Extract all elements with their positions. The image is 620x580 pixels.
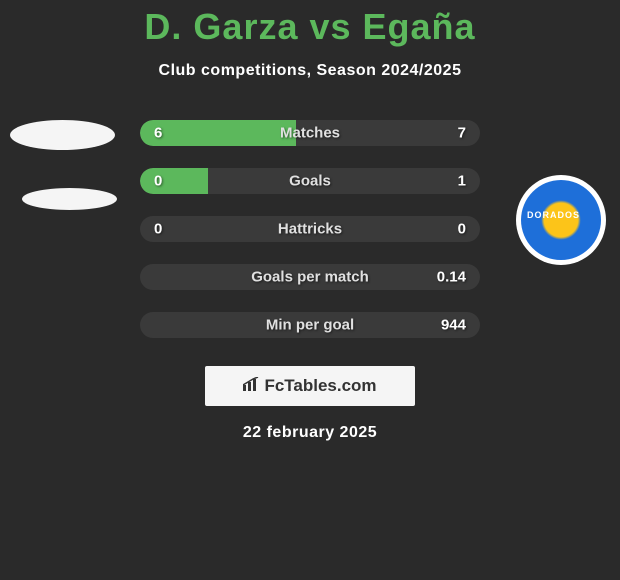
stat-right-value: 7 [458, 125, 466, 142]
stat-label: Goals [289, 173, 331, 190]
bar-container: 0 Hattricks 0 [140, 216, 480, 242]
stat-row-hattricks: 0 Hattricks 0 [10, 216, 610, 242]
bar-container: 6 Matches 7 [140, 120, 480, 146]
stats-section: 6 Matches 7 0 Goals 1 0 Hattricks 0 Goal… [0, 120, 620, 338]
footer-brand[interactable]: FcTables.com [205, 366, 415, 406]
stat-label: Matches [280, 125, 340, 142]
stat-right-value: 1 [458, 173, 466, 190]
bar-container: Min per goal 944 [140, 312, 480, 338]
stat-row-goals: 0 Goals 1 [10, 168, 610, 194]
stat-right-value: 0 [458, 221, 466, 238]
stat-right-value: 0.14 [437, 269, 466, 286]
stat-left-value: 0 [154, 221, 162, 238]
chart-icon [243, 377, 261, 395]
stat-row-matches: 6 Matches 7 [10, 120, 610, 146]
page-subtitle: Club competitions, Season 2024/2025 [0, 62, 620, 80]
stat-label: Hattricks [278, 221, 342, 238]
page-title: D. Garza vs Egaña [0, 0, 620, 48]
stat-left-value: 0 [154, 173, 162, 190]
footer-brand-text: FcTables.com [264, 376, 376, 396]
footer-date: 22 february 2025 [0, 424, 620, 442]
stat-left-value: 6 [154, 125, 162, 142]
bar-container: 0 Goals 1 [140, 168, 480, 194]
stat-label: Min per goal [266, 317, 354, 334]
stat-label: Goals per match [251, 269, 369, 286]
stat-right-value: 944 [441, 317, 466, 334]
bar-container: Goals per match 0.14 [140, 264, 480, 290]
stat-row-gpm: Goals per match 0.14 [10, 264, 610, 290]
bar-fill-left [140, 120, 296, 146]
bar-fill-left [140, 168, 208, 194]
stat-row-mpg: Min per goal 944 [10, 312, 610, 338]
